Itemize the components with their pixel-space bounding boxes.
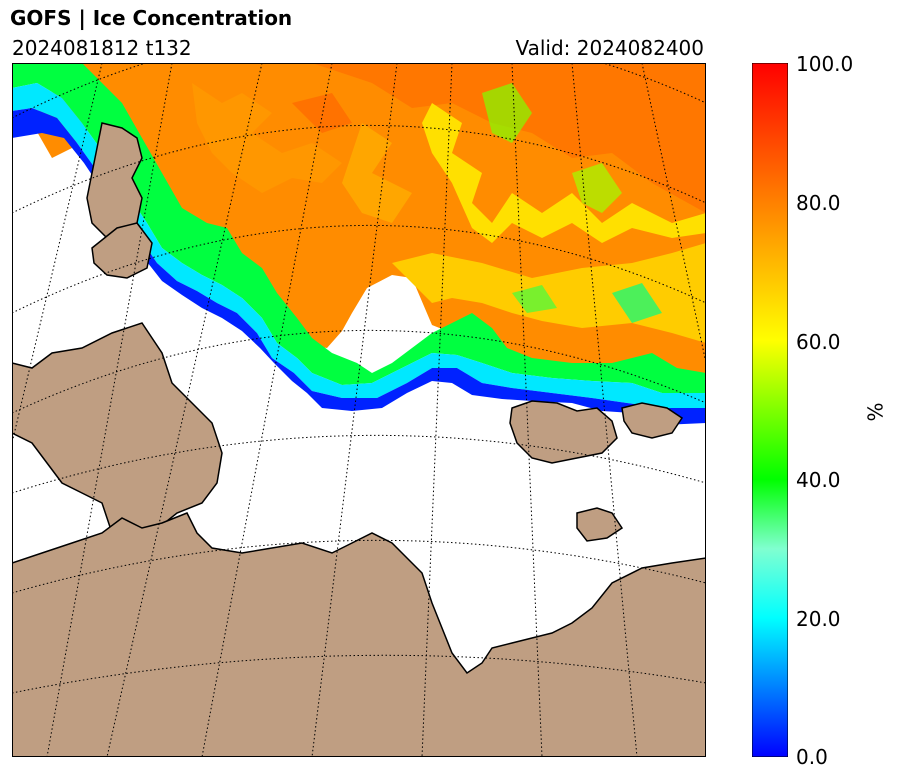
colorbar-tick-60: 60.0 [796,330,841,354]
colorbar-tick-0: 0.0 [796,745,828,769]
run-time-label: 2024081812 t132 [12,36,192,60]
map-frame [12,63,706,757]
sea-ice-field [12,63,706,425]
valid-time-label: Valid: 2024082400 [515,36,704,60]
graticule [12,63,706,757]
colorbar-unit-label: % [863,402,888,422]
colorbar-tick-80: 80.0 [796,191,841,215]
plot-title: GOFS | Ice Concentration [10,6,293,30]
ice-concentration-map [12,63,706,757]
land-masses [12,122,706,757]
colorbar-tick-100: 100.0 [796,52,854,76]
colorbar-tick-20: 20.0 [796,607,841,631]
colorbar [752,63,788,757]
colorbar-tick-40: 40.0 [796,468,841,492]
